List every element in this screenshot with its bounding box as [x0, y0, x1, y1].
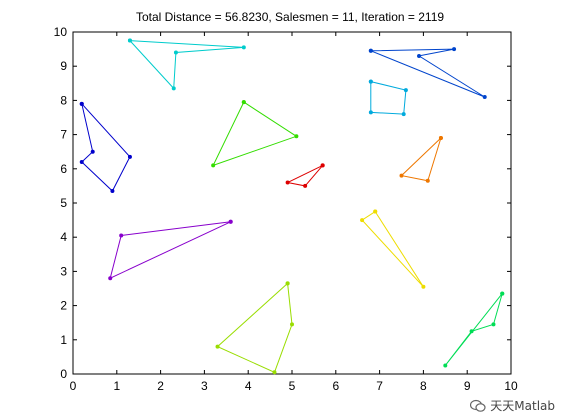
- city-point: [228, 219, 233, 224]
- wechat-icon: [470, 399, 486, 412]
- y-tick-label: 0: [60, 367, 67, 381]
- y-tick-label: 8: [60, 93, 67, 107]
- x-tick-label: 9: [464, 379, 471, 393]
- city-point: [373, 209, 378, 214]
- city-point: [320, 163, 325, 168]
- city-point: [272, 370, 277, 375]
- watermark: 天天Matlab: [470, 397, 555, 414]
- city-point: [211, 163, 216, 168]
- x-tick-label: 10: [504, 379, 518, 393]
- city-point: [500, 291, 505, 296]
- city-point: [368, 48, 373, 53]
- y-tick-label: 4: [60, 230, 67, 244]
- city-point: [360, 218, 365, 223]
- city-point: [290, 322, 294, 327]
- route-6: [368, 47, 487, 99]
- city-point: [90, 149, 95, 154]
- x-tick-label: 6: [332, 379, 339, 393]
- city-point: [303, 183, 308, 188]
- route-line: [212, 101, 298, 167]
- city-point: [171, 86, 176, 91]
- city-point: [110, 189, 115, 194]
- city-point: [368, 110, 373, 115]
- route-3: [127, 38, 246, 91]
- route-series: [79, 38, 505, 375]
- city-point: [482, 94, 487, 99]
- route-line: [81, 103, 131, 192]
- city-point: [285, 180, 290, 185]
- x-tick-label: 2: [157, 379, 164, 393]
- y-tick-label: 3: [60, 264, 67, 278]
- city-point: [438, 136, 443, 141]
- city-point: [241, 100, 246, 105]
- city-point: [119, 233, 124, 238]
- city-point: [173, 50, 178, 55]
- x-tick-label: 3: [201, 379, 208, 393]
- route-11: [443, 291, 505, 368]
- x-tick-label: 8: [420, 379, 427, 393]
- x-tick-label: 1: [113, 379, 120, 393]
- city-point: [443, 363, 448, 368]
- city-point: [417, 53, 422, 58]
- x-tick-label: 5: [289, 379, 296, 393]
- x-tick-label: 4: [245, 379, 252, 393]
- route-2: [108, 219, 233, 281]
- city-point: [491, 322, 496, 327]
- y-tick-label: 7: [60, 128, 67, 142]
- route-5: [285, 163, 325, 188]
- city-point: [215, 344, 220, 349]
- city-point: [294, 134, 299, 139]
- city-point: [79, 101, 84, 106]
- route-line: [109, 221, 231, 280]
- city-point: [127, 38, 132, 43]
- route-9: [360, 209, 426, 289]
- y-tick-label: 9: [60, 59, 67, 73]
- plot-area: [72, 31, 512, 375]
- y-tick-label: 5: [60, 196, 67, 210]
- x-tick-label: 0: [70, 379, 77, 393]
- city-point: [285, 281, 290, 286]
- route-line: [400, 137, 442, 182]
- route-line: [361, 211, 424, 288]
- route-10: [215, 281, 294, 375]
- city-point: [401, 112, 406, 117]
- chart-title: Total Distance = 56.8230, Salesmen = 11,…: [136, 10, 444, 24]
- y-tick-label: 10: [54, 25, 68, 39]
- city-point: [241, 45, 246, 50]
- city-point: [421, 284, 426, 289]
- route-8: [399, 136, 443, 183]
- city-point: [403, 88, 408, 93]
- route-1: [79, 101, 132, 194]
- city-point: [79, 159, 84, 164]
- city-point: [399, 173, 404, 178]
- axis-ticks: 0 1 2 3 4 5 6 7 8 9 10 0 1 2 3 4 5 6 7 8 9 10: [54, 25, 518, 393]
- city-point: [368, 79, 373, 84]
- city-point: [452, 47, 457, 52]
- route-7: [368, 79, 408, 117]
- route-line: [286, 164, 324, 187]
- city-point: [108, 276, 113, 281]
- city-point: [469, 329, 474, 334]
- city-point: [425, 178, 430, 183]
- y-tick-label: 2: [60, 299, 67, 313]
- city-point: [127, 154, 132, 159]
- x-tick-label: 7: [376, 379, 383, 393]
- watermark-text: 天天Matlab: [490, 399, 555, 413]
- y-tick-label: 6: [60, 162, 67, 176]
- y-tick-label: 1: [60, 333, 67, 347]
- route-4: [211, 100, 299, 168]
